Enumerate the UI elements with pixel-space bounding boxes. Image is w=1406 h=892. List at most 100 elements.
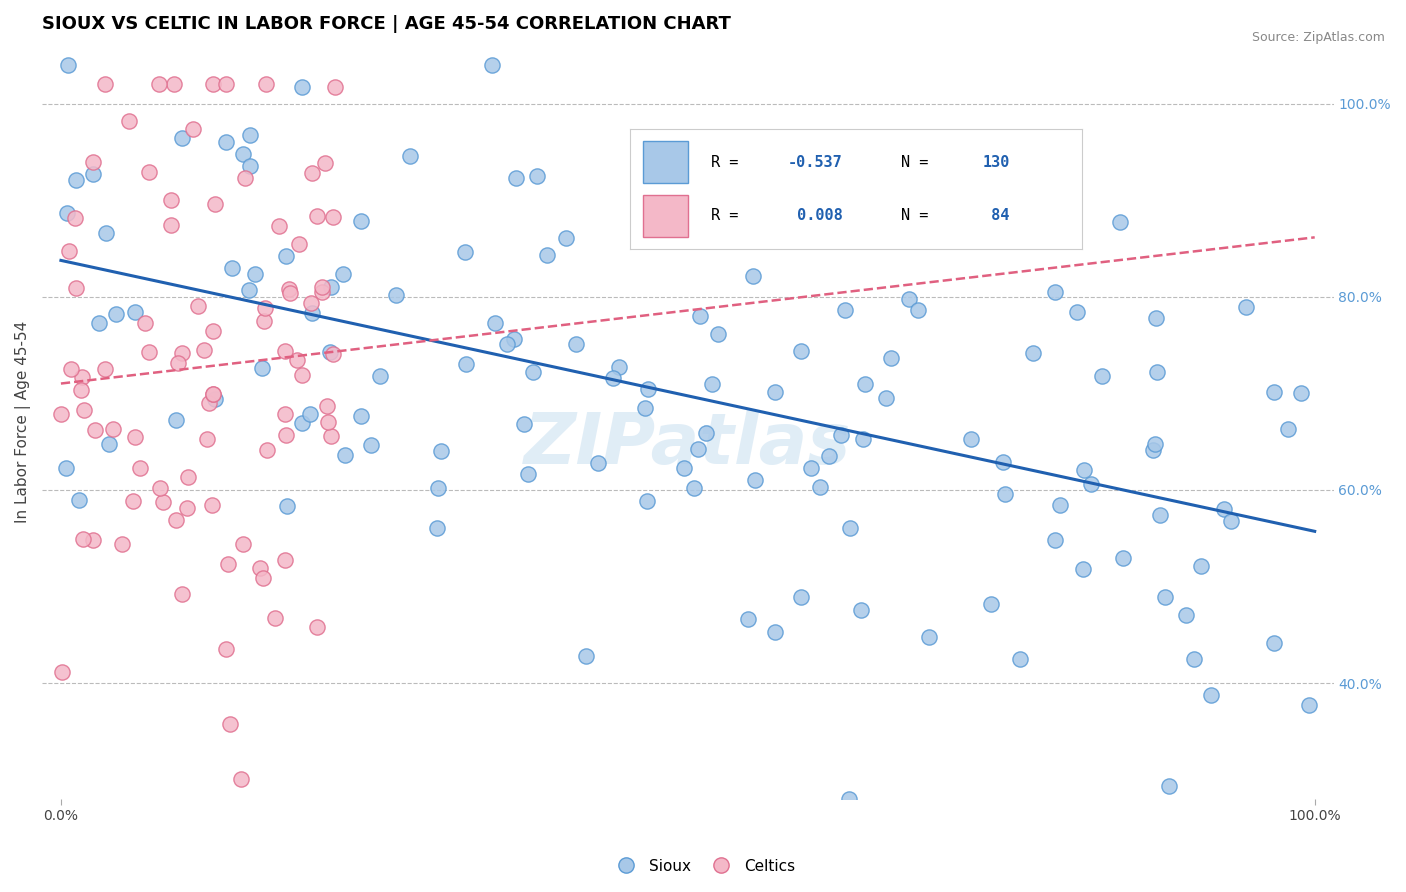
Point: [891, 212, 914, 227]
Point: [1189, 558, 1212, 573]
Point: [1010, 651, 1032, 665]
Point: [808, 480, 831, 494]
Point: [350, 409, 373, 423]
Point: [239, 128, 262, 143]
Y-axis label: In Labor Force | Age 45-54: In Labor Force | Age 45-54: [15, 321, 31, 524]
Point: [1174, 608, 1197, 623]
Point: [980, 597, 1002, 611]
Point: [695, 425, 717, 440]
Point: [148, 78, 170, 92]
Point: [128, 461, 150, 475]
Point: [219, 717, 242, 731]
Point: [101, 422, 124, 436]
Point: [94, 78, 117, 92]
Point: [201, 498, 224, 512]
Point: [301, 166, 323, 180]
Point: [55, 461, 77, 475]
Point: [695, 145, 717, 159]
Point: [176, 500, 198, 515]
Point: [215, 641, 238, 656]
Point: [301, 306, 323, 320]
Point: [994, 487, 1017, 501]
Point: [291, 416, 314, 430]
Point: [82, 533, 104, 547]
Point: [1073, 463, 1095, 477]
Point: [305, 209, 328, 223]
Point: [1146, 365, 1168, 379]
Point: [1220, 514, 1243, 528]
Point: [430, 444, 453, 458]
Point: [215, 136, 238, 150]
Point: [1043, 533, 1066, 547]
Point: [231, 772, 253, 786]
Point: [134, 316, 156, 330]
Point: [960, 432, 983, 446]
Point: [636, 494, 658, 508]
Point: [426, 481, 449, 495]
Point: [1109, 215, 1132, 229]
Point: [319, 428, 342, 442]
Point: [385, 288, 408, 302]
Point: [1022, 346, 1045, 360]
Point: [111, 537, 134, 551]
Point: [1071, 562, 1094, 576]
Point: [1066, 304, 1088, 318]
Point: [554, 231, 576, 245]
Point: [875, 391, 897, 405]
Point: [253, 301, 276, 315]
Point: [332, 267, 354, 281]
Point: [370, 369, 392, 384]
Point: [160, 194, 183, 208]
Point: [907, 302, 929, 317]
Point: [187, 300, 209, 314]
Point: [536, 247, 558, 261]
Point: [63, 211, 86, 226]
Point: [852, 432, 875, 446]
Point: [172, 130, 194, 145]
Point: [686, 442, 709, 456]
Point: [72, 403, 94, 417]
Point: [124, 304, 146, 318]
Point: [898, 292, 921, 306]
Point: [838, 521, 860, 535]
Point: [202, 386, 225, 401]
Point: [728, 197, 751, 211]
Point: [94, 362, 117, 376]
Point: [278, 286, 301, 301]
Point: [513, 417, 536, 431]
Point: [917, 630, 939, 644]
Point: [217, 557, 239, 571]
Point: [505, 170, 527, 185]
Point: [238, 283, 260, 297]
Point: [763, 624, 786, 639]
Point: [1213, 502, 1236, 516]
Point: [138, 165, 160, 179]
Point: [87, 317, 110, 331]
Point: [800, 460, 823, 475]
Point: [1263, 635, 1285, 649]
Point: [269, 219, 291, 233]
Point: [689, 310, 711, 324]
Point: [311, 279, 333, 293]
Point: [274, 249, 297, 263]
Point: [350, 214, 373, 228]
Point: [122, 494, 145, 508]
Point: [118, 114, 141, 128]
Point: [163, 78, 186, 92]
Point: [1149, 508, 1171, 522]
Point: [202, 387, 225, 401]
Point: [276, 428, 298, 442]
Text: Source: ZipAtlas.com: Source: ZipAtlas.com: [1251, 31, 1385, 45]
Point: [65, 173, 87, 187]
Point: [322, 347, 344, 361]
Point: [201, 78, 224, 92]
Point: [1289, 385, 1312, 400]
Point: [315, 399, 337, 413]
Text: SIOUX VS CELTIC IN LABOR FORCE | AGE 45-54 CORRELATION CHART: SIOUX VS CELTIC IN LABOR FORCE | AGE 45-…: [42, 15, 731, 33]
Point: [323, 79, 346, 94]
Point: [305, 620, 328, 634]
Point: [56, 58, 79, 72]
Point: [484, 316, 506, 330]
Point: [314, 156, 336, 170]
Point: [274, 553, 297, 567]
